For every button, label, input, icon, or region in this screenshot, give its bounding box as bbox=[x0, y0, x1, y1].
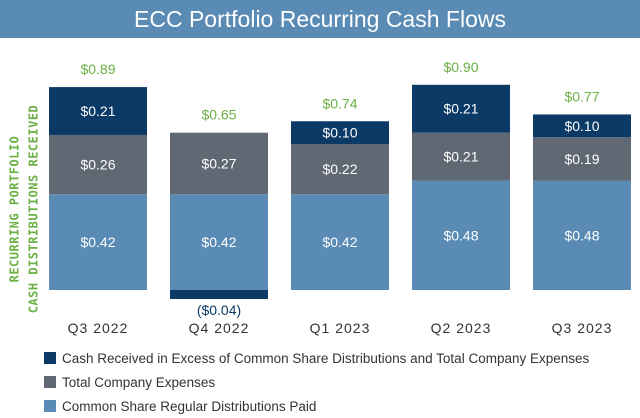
bar-expenses bbox=[412, 132, 510, 181]
bar-label-excess-negative: ($0.04) bbox=[197, 302, 241, 318]
bar-total-label: $0.74 bbox=[322, 95, 357, 111]
bar-distributions bbox=[412, 180, 510, 290]
bar-excess-negative bbox=[170, 290, 268, 299]
chart-legend: Cash Received in Excess of Common Share … bbox=[44, 346, 589, 418]
legend-item-distributions: Common Share Regular Distributions Paid bbox=[44, 394, 589, 418]
bar-label-distributions: $0.42 bbox=[201, 234, 236, 250]
bar-distributions bbox=[533, 180, 631, 290]
x-tick-label: Q3 2023 bbox=[552, 320, 613, 336]
bar-expenses bbox=[49, 134, 147, 195]
bar-distributions bbox=[170, 194, 268, 290]
x-tick-label: Q2 2023 bbox=[431, 320, 492, 336]
legend-label: Total Company Expenses bbox=[62, 374, 216, 390]
bar-distributions bbox=[49, 194, 147, 290]
bar-expenses bbox=[533, 137, 631, 181]
bar-excess bbox=[291, 121, 389, 145]
legend-item-excess: Cash Received in Excess of Common Share … bbox=[44, 346, 589, 370]
bar-label-distributions: $0.48 bbox=[443, 227, 478, 243]
legend-swatch bbox=[44, 352, 56, 364]
legend-label: Cash Received in Excess of Common Share … bbox=[62, 350, 590, 366]
bar-expenses bbox=[291, 144, 389, 195]
legend-swatch bbox=[44, 400, 56, 412]
legend-swatch bbox=[44, 376, 56, 388]
bar-label-excess: $0.21 bbox=[443, 101, 478, 117]
bar-label-excess: $0.21 bbox=[80, 103, 115, 119]
x-tick-label: Q4 2022 bbox=[189, 320, 250, 336]
bar-label-distributions: $0.42 bbox=[80, 234, 115, 250]
bar-label-distributions: $0.42 bbox=[322, 234, 357, 250]
bar-total-label: $0.65 bbox=[201, 107, 236, 123]
bar-label-expenses: $0.22 bbox=[322, 161, 357, 177]
bar-distributions bbox=[291, 194, 389, 290]
x-tick-label: Q3 2022 bbox=[68, 320, 129, 336]
bar-label-excess: $0.10 bbox=[322, 125, 357, 141]
bar-expenses bbox=[170, 132, 268, 195]
bar-total-label: $0.77 bbox=[564, 88, 599, 104]
bar-excess bbox=[412, 84, 510, 133]
stacked-bar-chart: $0.42 $0.26 $0.21 $0.89 Q3 2022 $0.42 $0.27 ($0… bbox=[49, 59, 631, 336]
chart-title: ECC Portfolio Recurring Cash Flows bbox=[0, 0, 640, 38]
bar-label-excess: $0.10 bbox=[564, 118, 599, 134]
bar-label-expenses: $0.21 bbox=[443, 149, 478, 165]
bar-label-distributions: $0.48 bbox=[564, 227, 599, 243]
chart-title-text: ECC Portfolio Recurring Cash Flows bbox=[134, 5, 506, 32]
bar-label-expenses: $0.19 bbox=[564, 151, 599, 167]
bar-total-label: $0.90 bbox=[443, 59, 478, 75]
bar-label-expenses: $0.26 bbox=[80, 157, 115, 173]
x-tick-label: Q1 2023 bbox=[310, 320, 371, 336]
bar-label-expenses: $0.27 bbox=[201, 155, 236, 171]
bar-excess bbox=[533, 114, 631, 138]
legend-item-expenses: Total Company Expenses bbox=[44, 370, 589, 394]
legend-label: Common Share Regular Distributions Paid bbox=[62, 398, 317, 414]
bar-excess bbox=[49, 87, 147, 135]
bar-total-label: $0.89 bbox=[80, 61, 115, 77]
